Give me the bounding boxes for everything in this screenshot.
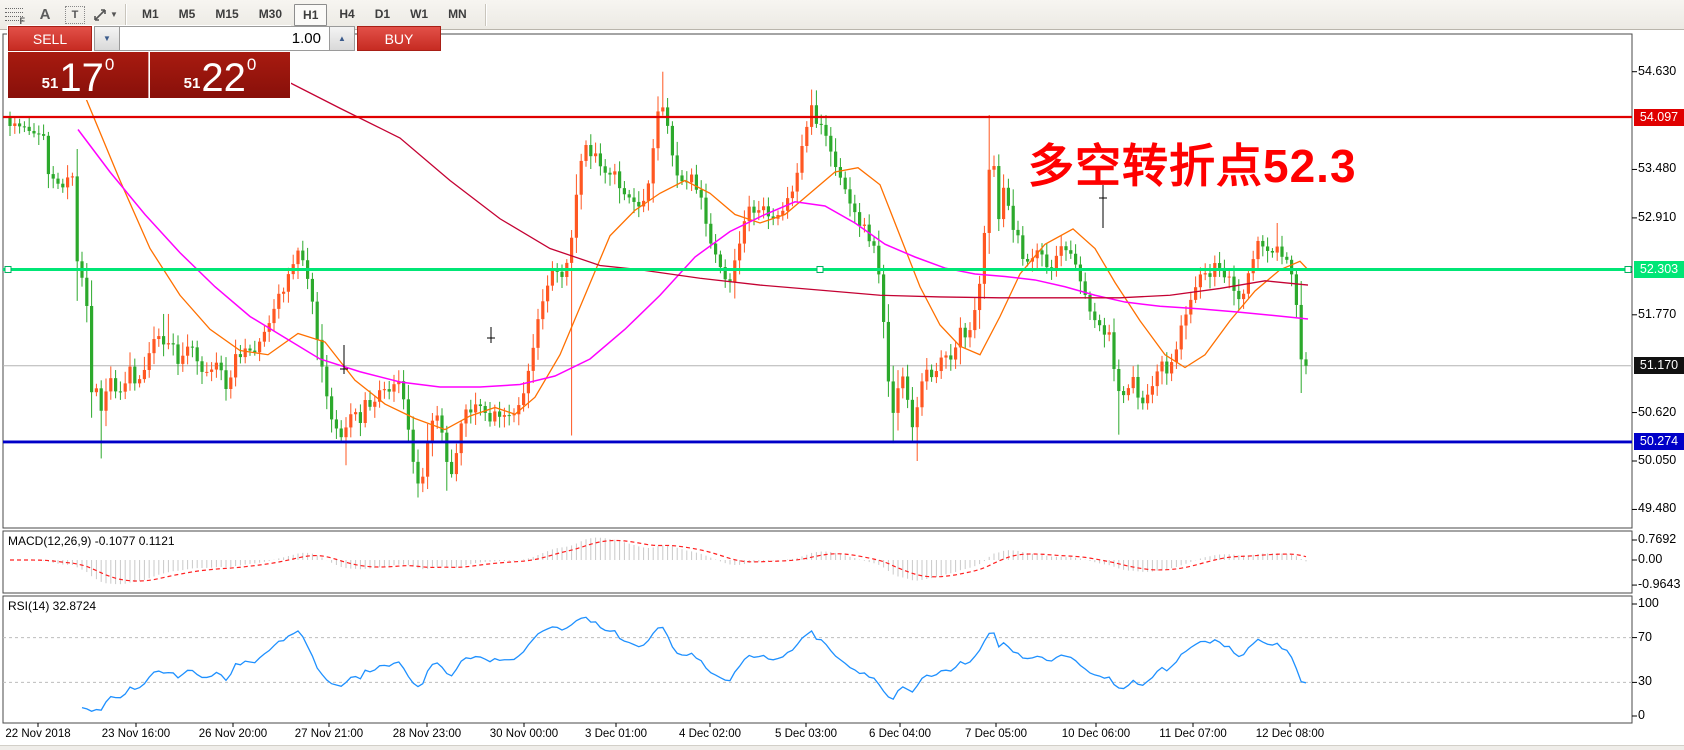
price-axis-label[interactable]: 54.630 bbox=[1638, 63, 1677, 78]
timeframe-button-H1[interactable]: H1 bbox=[294, 3, 328, 26]
price-badge-52.303: 52.303 bbox=[1634, 260, 1684, 278]
time-axis-label[interactable]: 12 Dec 08:00 bbox=[1255, 728, 1325, 740]
price-badge-54.097: 54.097 bbox=[1634, 108, 1684, 126]
time-axis-label[interactable]: 22 Nov 2018 bbox=[5, 728, 71, 740]
time-axis-label[interactable]: 30 Nov 00:00 bbox=[489, 728, 559, 740]
macd-axis-label[interactable]: 0.7692 bbox=[1638, 532, 1677, 546]
rsi-label: RSI(14) 32.8724 bbox=[8, 599, 97, 613]
diagonal-arrows-icon bbox=[94, 8, 106, 21]
chart-canvas[interactable] bbox=[0, 30, 1684, 744]
price-badge-51.170: 51.170 bbox=[1634, 357, 1684, 375]
time-axis-label[interactable]: 5 Dec 03:00 bbox=[774, 728, 837, 740]
sell-button[interactable]: SELL bbox=[8, 26, 92, 51]
rsi-axis-label[interactable]: 0 bbox=[1638, 708, 1645, 722]
rsi-axis-label[interactable]: 30 bbox=[1638, 674, 1652, 689]
buy-price-display[interactable]: 51 22 0 bbox=[150, 52, 290, 98]
ma-slow-crimson bbox=[191, 32, 1309, 299]
hline-handle[interactable] bbox=[1624, 265, 1632, 273]
timeframe-button-M15[interactable]: M15 bbox=[215, 6, 239, 21]
macd-axis-label[interactable]: -0.9643 bbox=[1638, 577, 1681, 592]
chart-annotation-text: 多空转折点52.3 bbox=[1028, 140, 1357, 192]
rsi-axis-label[interactable]: 100 bbox=[1638, 596, 1659, 610]
toolbar-separator bbox=[125, 3, 127, 26]
one-click-trade-panel: SELL ▼ ▲ BUY 51 17 0 51 22 0 bbox=[7, 25, 441, 100]
price-axis-label[interactable]: 52.910 bbox=[1638, 209, 1677, 224]
buy-button[interactable]: BUY bbox=[357, 26, 441, 51]
timeframe-buttons: M1 M5 M15 M30 H1 H4 D1 W1 MN bbox=[132, 3, 477, 26]
macd-label: MACD(12,26,9) -0.1077 0.1121 bbox=[8, 534, 175, 548]
price-badge-50.274: 50.274 bbox=[1634, 433, 1684, 451]
rsi-plot-frame bbox=[2, 595, 1633, 724]
candles-layer bbox=[8, 71, 1308, 498]
volume-decrease-button[interactable]: ▼ bbox=[94, 26, 120, 51]
timeframe-button-M1[interactable]: M1 bbox=[142, 6, 159, 21]
time-axis-label[interactable]: 26 Nov 20:00 bbox=[198, 728, 268, 740]
timeframe-button-MN[interactable]: MN bbox=[448, 6, 467, 21]
time-axis-label[interactable]: 23 Nov 16:00 bbox=[101, 728, 171, 740]
volume-input[interactable] bbox=[120, 26, 329, 51]
price-axis-label[interactable]: 51.770 bbox=[1638, 306, 1677, 321]
price-axis-label[interactable]: 50.050 bbox=[1638, 453, 1677, 467]
ma-mid-magenta bbox=[77, 129, 1309, 388]
timeframe-button-M30[interactable]: M30 bbox=[258, 6, 283, 21]
rsi-line bbox=[81, 616, 1307, 712]
toolbar-separator bbox=[484, 3, 487, 26]
macd-axis-label[interactable]: 0.00 bbox=[1638, 552, 1663, 566]
timeframe-button-M5[interactable]: M5 bbox=[178, 6, 196, 21]
timeframe-button-H4[interactable]: H4 bbox=[339, 6, 355, 21]
timeframe-button-W1[interactable]: W1 bbox=[410, 6, 429, 21]
macd-plot-frame bbox=[2, 530, 1633, 594]
macd-signal-line bbox=[9, 539, 1307, 582]
time-axis-label[interactable]: 27 Nov 21:00 bbox=[294, 728, 364, 740]
rsi-axis-label[interactable]: 70 bbox=[1638, 629, 1652, 644]
time-axis-label[interactable]: 3 Dec 01:00 bbox=[584, 728, 647, 740]
time-axis-label[interactable]: 7 Dec 05:00 bbox=[964, 728, 1027, 740]
price-axis-label[interactable]: 49.480 bbox=[1638, 501, 1677, 516]
status-bar bbox=[0, 745, 1684, 750]
hline-handle[interactable] bbox=[816, 265, 824, 273]
hline-handle[interactable] bbox=[4, 265, 12, 273]
time-axis-label[interactable]: 28 Nov 23:00 bbox=[392, 728, 462, 740]
time-axis-label[interactable]: 11 Dec 07:00 bbox=[1159, 728, 1227, 740]
sell-price-display[interactable]: 51 17 0 bbox=[8, 52, 149, 98]
time-axis-label[interactable]: 6 Dec 04:00 bbox=[868, 728, 931, 740]
text-label-tool-icon[interactable]: A bbox=[39, 6, 51, 23]
arrows-tool-icon[interactable]: ▼ bbox=[91, 3, 119, 27]
price-axis-label[interactable]: 53.480 bbox=[1638, 161, 1677, 176]
time-axis-label[interactable]: 10 Dec 06:00 bbox=[1061, 728, 1131, 740]
volume-increase-button[interactable]: ▲ bbox=[329, 26, 355, 51]
text-box-tool-icon[interactable]: T bbox=[61, 3, 89, 27]
time-axis-label[interactable]: 4 Dec 02:00 bbox=[678, 728, 741, 740]
volume-stepper: ▼ ▲ bbox=[94, 26, 355, 51]
timeframe-button-D1[interactable]: D1 bbox=[374, 6, 391, 21]
fibonacci-tool-icon[interactable]: F bbox=[1, 3, 29, 27]
chart-window[interactable]: ▲USOil-,H1 51.090 51.200 51.080 51.170 多… bbox=[0, 30, 1684, 744]
price-axis-label[interactable]: 50.620 bbox=[1638, 404, 1677, 419]
dropdown-caret-icon: ▼ bbox=[110, 10, 118, 19]
